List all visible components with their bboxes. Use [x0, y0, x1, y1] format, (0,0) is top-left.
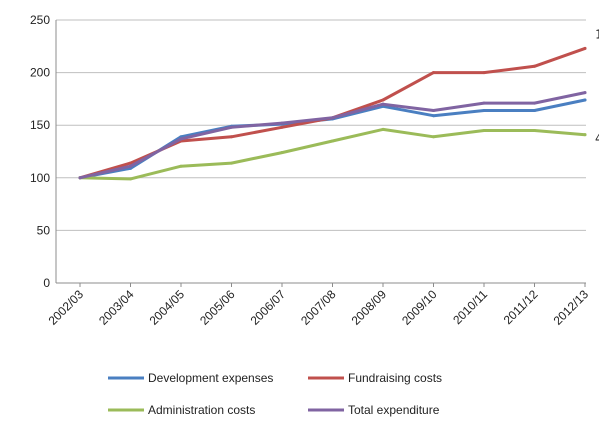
data-point: [78, 176, 82, 180]
data-point: [331, 139, 334, 143]
data-point: [129, 164, 132, 168]
data-point: [432, 135, 435, 139]
data-point: [230, 135, 233, 139]
data-point: [533, 64, 536, 68]
data-point: [482, 128, 486, 132]
y-tick-label: 0: [43, 276, 50, 290]
data-point: [129, 161, 132, 165]
x-tick-label: 2011/12: [501, 287, 541, 327]
data-point: [331, 116, 334, 120]
data-point: [432, 108, 435, 112]
grid-layer: [56, 19, 586, 284]
data-point: [129, 177, 132, 181]
data-point: [179, 137, 183, 141]
data-point: [583, 98, 587, 102]
data-point: [583, 91, 587, 95]
data-point: [482, 108, 486, 112]
legend-label: Fundraising costs: [348, 371, 442, 385]
data-point: [432, 71, 435, 75]
x-tick-label: 2009/10: [399, 287, 440, 328]
data-point: [482, 101, 486, 105]
legend-item: Administration costs: [108, 403, 255, 417]
x-tick-label: 2002/03: [46, 287, 87, 328]
data-point: [381, 102, 385, 106]
end-label-layer: 123%41%81%74%: [595, 27, 599, 145]
data-point: [280, 151, 284, 155]
y-tick-label: 100: [30, 171, 50, 185]
data-point: [381, 98, 385, 102]
y-tick-label: 250: [30, 13, 50, 27]
legend: Development expenses Fundraising costs Adm…: [108, 371, 442, 417]
x-tick-label: 2003/04: [96, 287, 137, 328]
data-point: [179, 164, 183, 168]
x-tick-label: 2005/06: [197, 287, 238, 328]
data-point: [533, 108, 536, 112]
series-layer: [78, 46, 587, 181]
x-tick-label: 2008/09: [349, 287, 390, 328]
y-tick-label: 200: [30, 66, 50, 80]
legend-label: Administration costs: [148, 403, 255, 417]
data-point: [583, 133, 587, 137]
data-point: [280, 125, 284, 129]
legend-label: Development expenses: [148, 371, 273, 385]
series-line-fundraising-costs: [78, 46, 587, 180]
data-point: [533, 101, 536, 105]
legend-item: Fundraising costs: [308, 371, 442, 385]
series-line-development-expenses: [78, 98, 587, 180]
data-point: [533, 128, 536, 132]
data-point: [230, 161, 233, 165]
data-point: [432, 114, 435, 118]
data-point: [280, 121, 284, 125]
data-point: [482, 71, 486, 75]
legend-label: Total expenditure: [348, 403, 440, 417]
end-label: 41%: [595, 132, 599, 146]
data-point: [230, 125, 233, 129]
x-tick-label: 2007/08: [298, 287, 339, 328]
legend-item: Development expenses: [108, 371, 273, 385]
end-label: 123%: [595, 27, 599, 41]
x-tick-label: 2004/05: [147, 287, 188, 328]
series-line-total-expenditure: [78, 91, 587, 180]
data-point: [583, 46, 587, 50]
y-tick-label: 50: [37, 223, 51, 237]
x-tick-label: 2010/11: [450, 287, 490, 327]
data-point: [381, 127, 385, 131]
x-tick-label: 2006/07: [248, 287, 289, 328]
y-tick-label: 150: [30, 118, 50, 132]
legend-item: Total expenditure: [308, 403, 440, 417]
x-tick-label: 2012/13: [551, 287, 592, 328]
